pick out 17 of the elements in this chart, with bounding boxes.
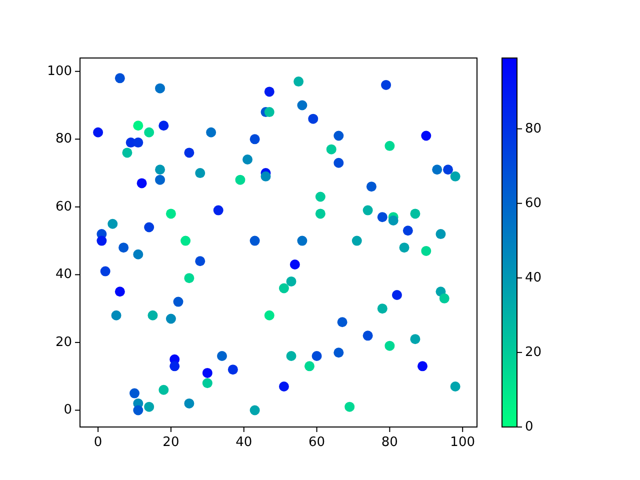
x-tick-label: 100: [450, 435, 476, 450]
x-tick-label: 60: [308, 435, 326, 450]
x-tick-label: 40: [236, 435, 252, 450]
y-tick-label: 100: [47, 64, 72, 79]
x-tick-label: 20: [162, 435, 180, 450]
y-tick-label: 40: [55, 267, 72, 282]
y-tick-label: 80: [55, 132, 72, 147]
x-tick-label: 80: [381, 435, 398, 450]
y-tick-label: 0: [64, 402, 72, 418]
color-bar-label: 0: [525, 420, 534, 434]
color-bar-label: 80: [525, 121, 542, 136]
x-tick-label: 0: [94, 435, 102, 450]
color-bar-label: 60: [525, 196, 542, 211]
color-bar-label: 40: [525, 270, 542, 286]
y-tick-label: 20: [55, 334, 72, 350]
color-bar-label: 20: [525, 344, 542, 360]
y-tick-label: 60: [55, 199, 72, 214]
